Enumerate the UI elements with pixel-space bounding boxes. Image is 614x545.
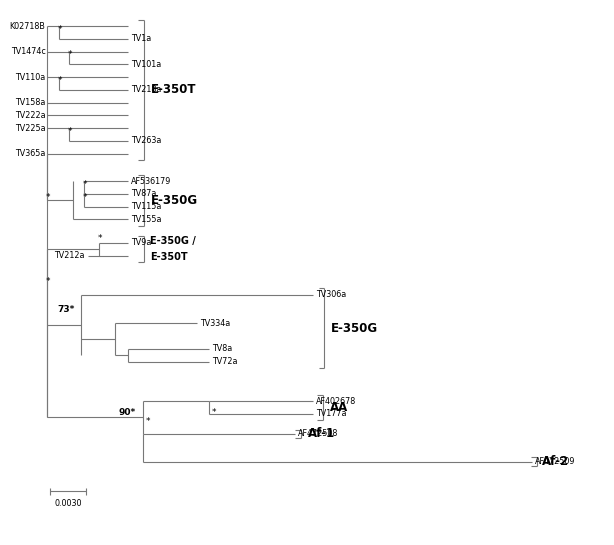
Text: TV9a: TV9a bbox=[131, 238, 151, 247]
Text: E-350G /: E-350G / bbox=[150, 236, 196, 246]
Text: AF472509: AF472509 bbox=[535, 457, 575, 466]
Text: TV1a: TV1a bbox=[131, 34, 151, 43]
Text: E-350T: E-350T bbox=[151, 83, 196, 96]
Text: TV225a: TV225a bbox=[15, 124, 45, 132]
Text: E-350G: E-350G bbox=[331, 322, 378, 335]
Text: TV115a: TV115a bbox=[131, 202, 161, 211]
Text: AF536179: AF536179 bbox=[131, 177, 171, 186]
Text: *: * bbox=[212, 408, 216, 417]
Text: AF472508: AF472508 bbox=[298, 429, 339, 439]
Text: 73*: 73* bbox=[58, 305, 75, 313]
Text: AA: AA bbox=[330, 401, 348, 414]
Text: TV1474c: TV1474c bbox=[10, 47, 45, 56]
Text: *: * bbox=[68, 127, 72, 136]
Text: E-350T: E-350T bbox=[150, 252, 188, 262]
Text: TV72a: TV72a bbox=[212, 357, 237, 366]
Text: TV365a: TV365a bbox=[15, 149, 45, 158]
Text: TV212a: TV212a bbox=[54, 251, 85, 260]
Text: *: * bbox=[46, 192, 50, 202]
Text: TV306a: TV306a bbox=[316, 290, 346, 299]
Text: *: * bbox=[58, 25, 62, 34]
Text: *: * bbox=[46, 277, 50, 286]
Text: E-350G: E-350G bbox=[151, 194, 198, 207]
Text: 90*: 90* bbox=[119, 408, 136, 417]
Text: TV177a: TV177a bbox=[316, 409, 346, 418]
Text: TV8a: TV8a bbox=[212, 344, 232, 354]
Text: TV334a: TV334a bbox=[200, 319, 230, 328]
Text: *: * bbox=[68, 50, 72, 59]
Text: 0.0030: 0.0030 bbox=[54, 499, 82, 507]
Text: TV158a: TV158a bbox=[15, 98, 45, 107]
Text: TV87a: TV87a bbox=[131, 190, 157, 198]
Text: Af-1: Af-1 bbox=[308, 427, 335, 440]
Text: *: * bbox=[58, 76, 62, 84]
Text: Af-2: Af-2 bbox=[542, 455, 570, 468]
Text: *: * bbox=[82, 192, 87, 202]
Text: TV101a: TV101a bbox=[131, 60, 161, 69]
Text: TV222a: TV222a bbox=[15, 111, 45, 120]
Text: TV110a: TV110a bbox=[15, 72, 45, 82]
Text: TV155a: TV155a bbox=[131, 215, 161, 224]
Text: AF402678: AF402678 bbox=[316, 397, 356, 405]
Text: *: * bbox=[98, 234, 103, 243]
Text: *: * bbox=[146, 417, 150, 426]
Text: *: * bbox=[82, 180, 87, 189]
Text: TV263a: TV263a bbox=[131, 136, 161, 146]
Text: TV218a: TV218a bbox=[131, 86, 161, 94]
Text: K02718B: K02718B bbox=[10, 22, 45, 31]
